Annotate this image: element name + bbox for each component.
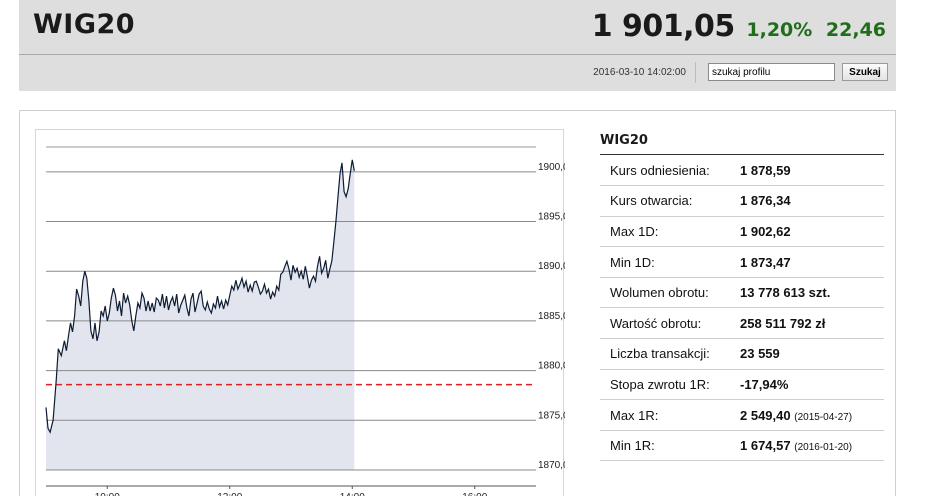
price-area bbox=[46, 159, 355, 470]
quote-summary: 1 901,05 1,20% 22,46 bbox=[592, 9, 886, 44]
info-label: Min 1R: bbox=[600, 430, 740, 462]
info-row: Kurs odniesienia: 1 878,59 bbox=[600, 155, 884, 187]
info-value: 1 873,47 bbox=[740, 246, 884, 278]
x-tick-label: 16:00 bbox=[462, 492, 487, 496]
y-tick-label: 1890,00 bbox=[538, 261, 565, 272]
info-value: 1 876,34 bbox=[740, 185, 884, 217]
info-row: Stopa zwrotu 1R: -17,94% bbox=[600, 369, 884, 401]
info-label: Stopa zwrotu 1R: bbox=[600, 369, 740, 401]
header-bar: WIG20 1 901,05 1,20% 22,46 2016-03-10 14… bbox=[19, 0, 896, 91]
search-bar: 2016-03-10 14:02:00 Szukaj bbox=[593, 61, 888, 83]
intraday-chart: 1900,00 1895,00 1890,00 1885,00 1880,00 1875,… bbox=[35, 129, 565, 496]
info-label: Kurs otwarcia: bbox=[600, 185, 740, 217]
price-line bbox=[45, 159, 355, 434]
info-label: Liczba transakcji: bbox=[600, 338, 740, 370]
toolbar-separator bbox=[695, 61, 696, 83]
info-value: 1 878,59 bbox=[740, 155, 884, 187]
info-value: 1 674,57 (2016-01-20) bbox=[740, 430, 884, 462]
quote-panel: 1900,00 1895,00 1890,00 1885,00 1880,00 1875,… bbox=[19, 110, 896, 496]
y-tick-label: 1895,00 bbox=[538, 212, 565, 223]
info-row: Wartość obrotu: 258 511 792 zł bbox=[600, 307, 884, 340]
y-tick-label: 1875,00 bbox=[538, 410, 565, 421]
info-label: Wartość obrotu: bbox=[600, 307, 740, 340]
x-tick-label: 10:00 bbox=[95, 492, 120, 496]
info-row: Min 1R: 1 674,57 (2016-01-20) bbox=[600, 430, 884, 462]
info-row: Min 1D: 1 873,47 bbox=[600, 246, 884, 278]
search-button[interactable]: Szukaj bbox=[842, 63, 888, 81]
info-row: Kurs otwarcia: 1 876,34 bbox=[600, 185, 884, 217]
index-title: WIG20 bbox=[33, 9, 136, 40]
profile-search-input[interactable] bbox=[708, 63, 835, 81]
x-tick-label: 12:00 bbox=[217, 492, 242, 496]
y-tick-label: 1885,00 bbox=[538, 311, 565, 322]
y-tick-label: 1880,00 bbox=[538, 361, 565, 372]
y-tick-label: 1900,00 bbox=[538, 162, 565, 173]
y-tick-label: 1870,00 bbox=[538, 460, 565, 471]
x-tick-label: 14:00 bbox=[340, 492, 365, 496]
change-percent: 1,20% bbox=[746, 19, 813, 41]
info-table: WIG20 Kurs odniesienia: 1 878,59 Kurs ot… bbox=[600, 131, 884, 462]
info-value: 2 549,40 (2015-04-27) bbox=[740, 399, 884, 431]
info-value: 13 778 613 szt. bbox=[740, 277, 884, 309]
index-value: 1 901,05 bbox=[591, 9, 736, 44]
info-value: 1 902,62 bbox=[740, 216, 884, 248]
info-rows: Kurs odniesienia: 1 878,59 Kurs otwarcia… bbox=[600, 155, 884, 462]
info-value: 23 559 bbox=[740, 338, 884, 370]
header-divider bbox=[19, 54, 896, 55]
info-label: Wolumen obrotu: bbox=[600, 277, 740, 309]
quote-datetime: 2016-03-10 14:02:00 bbox=[593, 66, 686, 78]
change-absolute: 22,46 bbox=[825, 19, 886, 41]
info-row: Wolumen obrotu: 13 778 613 szt. bbox=[600, 277, 884, 309]
info-row: Max 1D: 1 902,62 bbox=[600, 216, 884, 248]
info-row: Liczba transakcji: 23 559 bbox=[600, 338, 884, 370]
info-row: Max 1R: 2 549,40 (2015-04-27) bbox=[600, 399, 884, 431]
info-label: Max 1D: bbox=[600, 216, 740, 248]
info-title: WIG20 bbox=[600, 131, 884, 155]
info-label: Max 1R: bbox=[600, 399, 740, 431]
info-label: Kurs odniesienia: bbox=[600, 155, 740, 187]
info-value: 258 511 792 zł bbox=[740, 307, 884, 340]
info-label: Min 1D: bbox=[600, 246, 740, 278]
chart-svg: 1900,00 1895,00 1890,00 1885,00 1880,00 1875,… bbox=[45, 146, 565, 496]
info-value: -17,94% bbox=[740, 369, 884, 401]
